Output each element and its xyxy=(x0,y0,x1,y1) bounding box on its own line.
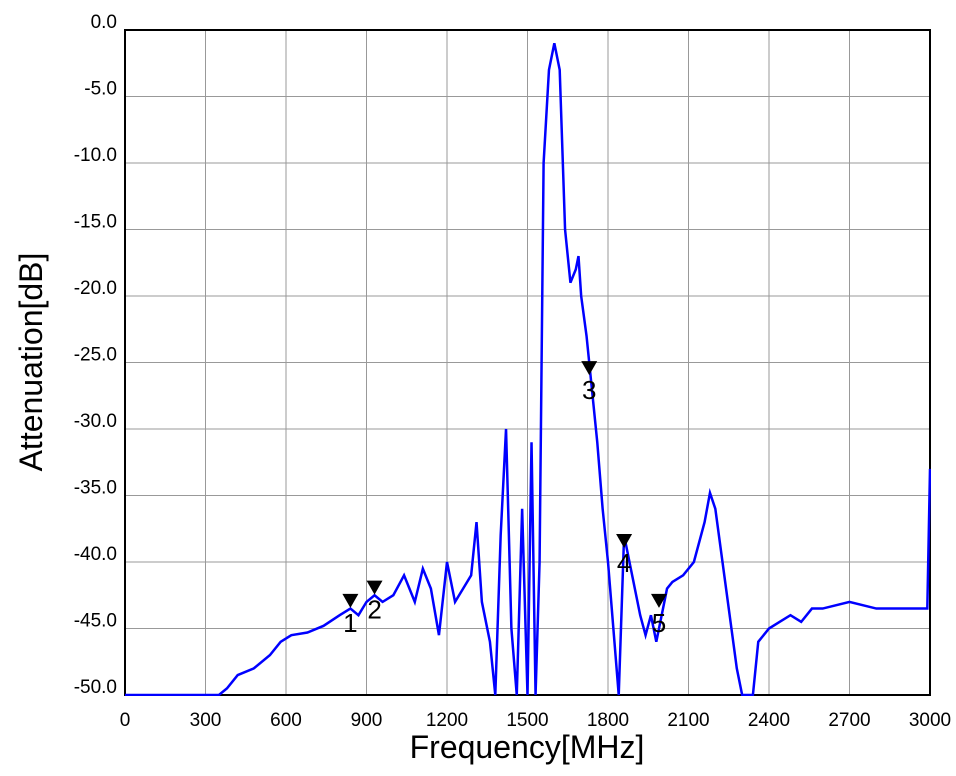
y-tick-label: -15.0 xyxy=(74,212,117,233)
x-axis-label: Frequency[MHz] xyxy=(410,729,645,765)
x-tick-label: 1500 xyxy=(506,710,548,731)
y-tick-label: -30.0 xyxy=(74,411,117,432)
marker xyxy=(581,361,598,376)
y-tick-label: -20.0 xyxy=(74,278,117,299)
x-tick-label: 2700 xyxy=(828,710,870,731)
y-tick-label: -10.0 xyxy=(74,145,117,166)
x-tick-label: 600 xyxy=(270,710,302,731)
marker-label: 3 xyxy=(582,375,596,405)
marker xyxy=(342,593,359,608)
y-tick-label: -50.0 xyxy=(74,677,117,698)
y-tick-label: -40.0 xyxy=(74,544,117,565)
line-series xyxy=(125,43,931,696)
marker-label: 1 xyxy=(343,608,357,638)
marker xyxy=(366,580,383,595)
y-tick-label: -35.0 xyxy=(74,478,117,499)
grid xyxy=(124,29,931,696)
marker xyxy=(616,534,633,549)
x-tick-label: 0 xyxy=(120,710,131,731)
x-tick-label: 2100 xyxy=(667,710,709,731)
marker-label: 5 xyxy=(652,608,666,638)
x-tick-label: 900 xyxy=(351,710,383,731)
y-tick-label: 0.0 xyxy=(91,12,117,33)
x-tick-label: 300 xyxy=(190,710,222,731)
x-tick-label: 1200 xyxy=(426,710,468,731)
y-tick-label: -5.0 xyxy=(84,79,117,100)
marker-label: 4 xyxy=(617,548,631,578)
x-tick-label: 2400 xyxy=(748,710,790,731)
y-tick-label: -25.0 xyxy=(74,345,117,366)
y-tick-label: -45.0 xyxy=(74,611,117,632)
y-axis-label: Attenuation[dB] xyxy=(13,253,49,472)
markers: 1 2 3 45 xyxy=(342,361,667,638)
plot-area xyxy=(125,43,931,696)
marker xyxy=(650,593,667,608)
x-tick-label: 1800 xyxy=(587,710,629,731)
x-tick-label: 3000 xyxy=(909,710,951,731)
marker-label: 2 xyxy=(367,595,381,625)
